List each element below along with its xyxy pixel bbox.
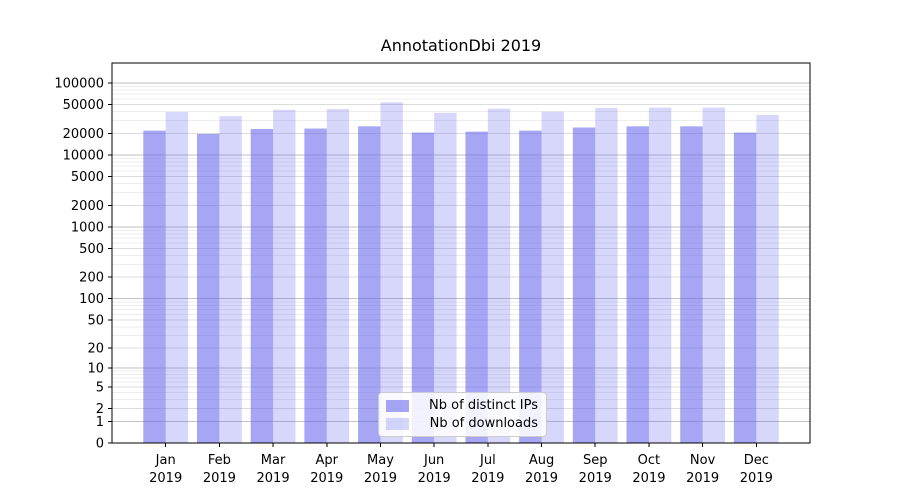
y-tick-label-5: 5 <box>96 380 104 395</box>
plot-border <box>111 62 811 444</box>
legend: Nb of distinct IPs Nb of downloads <box>378 392 547 437</box>
bar-distinct-ips-sep <box>572 127 596 444</box>
y-tick-label-5000: 5000 <box>71 170 104 185</box>
y-tick-label-10: 10 <box>87 362 104 377</box>
bar-downloads-jan <box>165 112 189 443</box>
bar-downloads-sep <box>595 107 618 443</box>
x-tick-label-may: May 2019 <box>364 453 397 486</box>
bar-distinct-ips-feb <box>196 133 220 443</box>
bar-distinct-ips-dec <box>733 132 757 444</box>
bar-distinct-ips-nov <box>680 126 703 443</box>
y-tick-label-50: 50 <box>87 314 104 329</box>
bar-distinct-ips-apr <box>304 128 327 444</box>
chart-title: AnnotationDbi 2019 <box>380 36 542 55</box>
legend-label-distinct-ips: Nb of distinct IPs <box>429 398 538 413</box>
bar-downloads-feb <box>219 116 242 444</box>
legend-swatch-distinct-ips <box>386 399 409 412</box>
y-tick-label-10000: 10000 <box>63 148 104 163</box>
bar-distinct-ips-oct <box>626 126 649 443</box>
bar-downloads-aug <box>541 111 564 443</box>
bar-distinct-ips-aug <box>519 130 542 443</box>
bar-downloads-nov <box>702 107 726 443</box>
bar-distinct-ips-jul <box>465 131 488 443</box>
bar-downloads-dec <box>756 114 779 444</box>
x-tick-label-feb: Feb 2019 <box>203 453 236 486</box>
bar-downloads-oct <box>648 107 672 443</box>
x-tick-label-aug: Aug 2019 <box>525 453 558 486</box>
x-tick-label-apr: Apr 2019 <box>310 453 343 486</box>
legend-swatch-downloads <box>386 417 409 430</box>
y-tick-label-1: 1 <box>96 415 104 430</box>
y-tick-label-100000: 100000 <box>54 76 104 91</box>
y-tick-label-20: 20 <box>87 341 104 356</box>
bar-downloads-apr <box>326 109 350 444</box>
y-tick-label-50000: 50000 <box>63 98 104 113</box>
y-tick-label-0: 0 <box>96 437 104 452</box>
y-tick-label-2: 2 <box>96 402 104 417</box>
legend-label-downloads: Nb of downloads <box>429 416 538 431</box>
y-tick-label-20000: 20000 <box>63 127 104 142</box>
legend-item-downloads: Nb of downloads <box>386 416 538 431</box>
y-tick-label-1000: 1000 <box>71 220 104 235</box>
y-tick-label-100: 100 <box>79 292 104 307</box>
bar-downloads-jun <box>434 112 457 444</box>
bar-downloads-mar <box>273 109 296 444</box>
y-tick-label-500: 500 <box>79 242 104 257</box>
x-tick-label-sep: Sep 2019 <box>579 453 612 486</box>
bar-distinct-ips-jun <box>411 132 435 444</box>
x-tick-label-dec: Dec 2019 <box>740 453 773 486</box>
x-tick-label-jul: Jul 2019 <box>471 453 504 486</box>
bar-downloads-jul <box>487 108 511 443</box>
bar-distinct-ips-may <box>358 126 381 443</box>
bar-downloads-may <box>380 102 403 444</box>
bar-distinct-ips-jan <box>143 130 166 443</box>
x-tick-label-nov: Nov 2019 <box>686 453 719 486</box>
x-tick-label-jun: Jun 2019 <box>418 453 451 486</box>
x-tick-label-mar: Mar 2019 <box>257 453 290 486</box>
y-tick-label-2000: 2000 <box>71 199 104 214</box>
x-tick-label-jan: Jan 2019 <box>149 453 182 486</box>
y-tick-label-200: 200 <box>79 271 104 286</box>
legend-item-distinct-ips: Nb of distinct IPs <box>386 398 538 413</box>
x-tick-label-oct: Oct 2019 <box>632 453 665 486</box>
bar-distinct-ips-mar <box>250 128 274 444</box>
